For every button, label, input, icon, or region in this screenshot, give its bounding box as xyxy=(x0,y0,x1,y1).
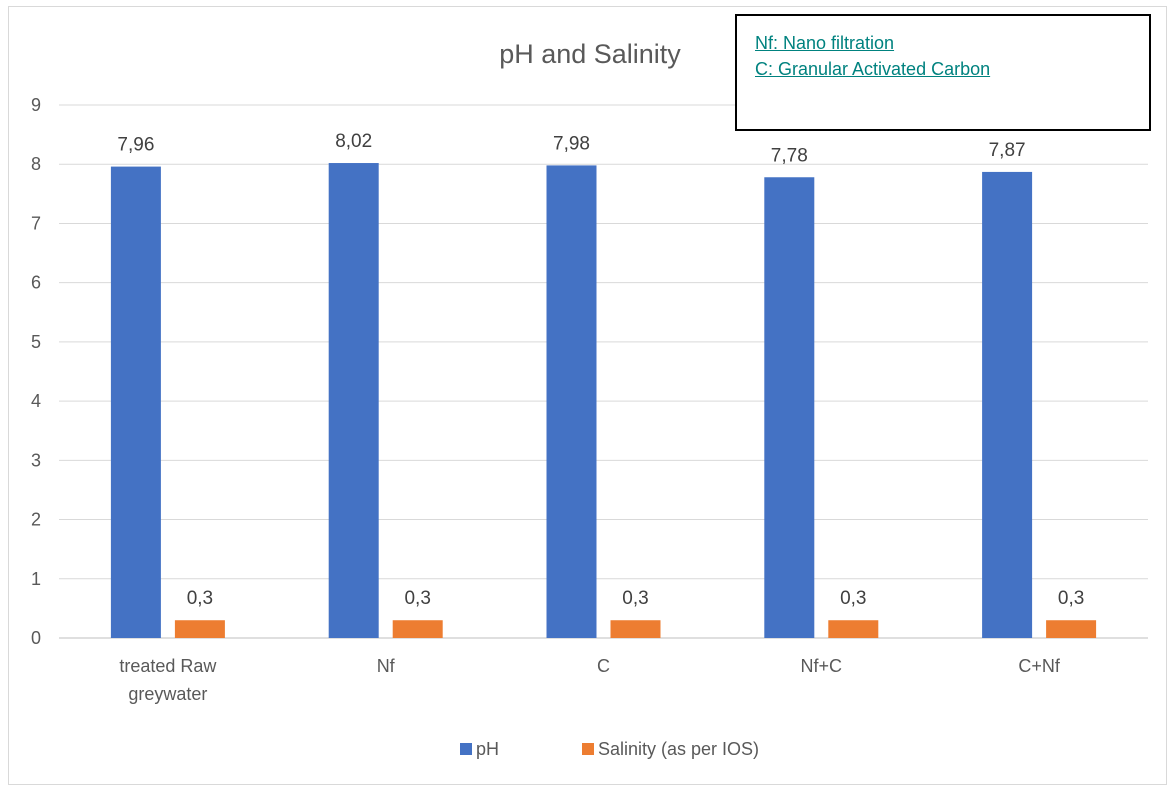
y-tick-label: 5 xyxy=(31,332,41,352)
bar-salinity xyxy=(610,620,661,638)
data-label: 7,96 xyxy=(117,135,154,156)
gridlines xyxy=(59,104,1148,639)
bar-ph xyxy=(546,165,597,638)
x-tick-label: C xyxy=(597,656,610,676)
y-tick-label: 3 xyxy=(31,450,41,470)
data-label: 8,02 xyxy=(335,131,372,152)
bar-ph xyxy=(764,177,815,639)
legend-label: Salinity (as per IOS) xyxy=(598,739,759,759)
y-axis-ticks: 0 1 2 3 4 5 6 7 8 9 xyxy=(31,95,41,648)
legend: pH Salinity (as per IOS) xyxy=(460,739,759,759)
abbreviation-notes-box: Nf: Nano filtration C: Granular Activate… xyxy=(735,14,1151,131)
bar-ph xyxy=(982,171,1033,638)
y-tick-label: 0 xyxy=(31,628,41,648)
data-label: 0,3 xyxy=(840,588,866,609)
bar-ph xyxy=(110,166,161,638)
y-tick-label: 9 xyxy=(31,95,41,115)
data-label: 0,3 xyxy=(187,588,213,609)
legend-swatch xyxy=(582,743,594,755)
data-label: 0,3 xyxy=(622,588,648,609)
data-label: 7,87 xyxy=(989,140,1026,161)
data-labels: 7,96 0,3 8,02 0,3 7,98 0,3 7,78 0,3 7,87 0,3 xyxy=(117,131,1084,609)
x-tick-label: greywater xyxy=(128,684,207,704)
bar-salinity xyxy=(174,620,225,638)
x-axis-ticks: treated Raw greywater Nf C Nf+C C+Nf xyxy=(119,656,1060,704)
note-c-link[interactable]: C: Granular Activated Carbon xyxy=(755,59,991,79)
data-label: 0,3 xyxy=(1058,588,1084,609)
y-tick-label: 7 xyxy=(31,213,41,233)
bar-ph xyxy=(328,163,379,638)
y-tick-label: 4 xyxy=(31,391,41,411)
data-label: 7,98 xyxy=(553,133,590,154)
y-tick-label: 6 xyxy=(31,273,41,293)
legend-swatch xyxy=(460,743,472,755)
legend-label: pH xyxy=(476,739,499,759)
x-tick-label: treated Raw xyxy=(119,656,217,676)
note-nf-link[interactable]: Nf: Nano filtration xyxy=(755,33,895,53)
x-tick-label: Nf+C xyxy=(801,656,843,676)
bar-salinity xyxy=(1046,620,1097,638)
y-tick-label: 2 xyxy=(31,510,41,530)
data-label: 0,3 xyxy=(404,588,430,609)
y-tick-label: 1 xyxy=(31,569,41,589)
bar-salinity xyxy=(392,620,443,638)
bar-salinity xyxy=(828,620,879,638)
x-tick-label: Nf xyxy=(377,656,396,676)
y-tick-label: 8 xyxy=(31,154,41,174)
data-label: 7,78 xyxy=(771,145,808,166)
x-tick-label: C+Nf xyxy=(1018,656,1061,676)
bars xyxy=(110,163,1097,639)
chart-title: pH and Salinity xyxy=(499,39,681,69)
